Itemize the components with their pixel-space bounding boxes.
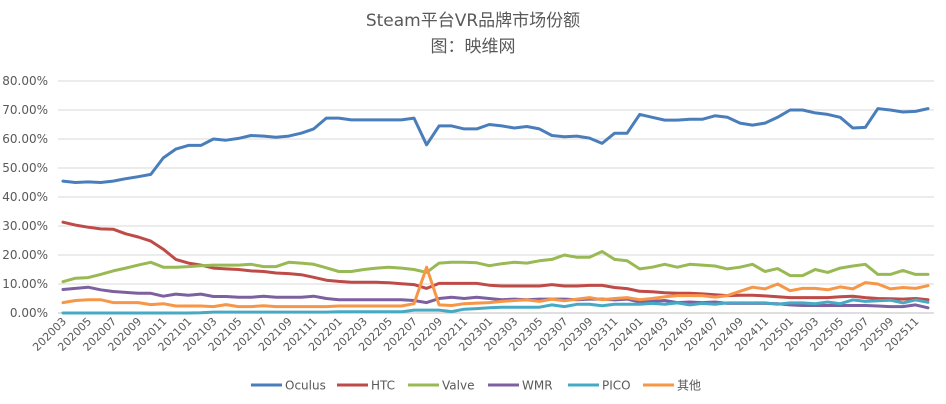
y-tick-label: 0.00%: [10, 306, 48, 320]
series-line-Valve: [61, 250, 930, 284]
y-tick-label: 60.00%: [2, 132, 48, 146]
y-tick-label: 20.00%: [2, 248, 48, 262]
legend-label: Valve: [442, 379, 474, 393]
chart-title: Steam平台VR品牌市场份额: [366, 11, 580, 31]
y-tick-label: 40.00%: [2, 190, 48, 204]
y-tick-label: 50.00%: [2, 161, 48, 175]
y-tick-label: 30.00%: [2, 219, 48, 233]
series-line-其他: [61, 265, 930, 309]
legend-item: 其他: [643, 379, 701, 393]
legend-item: PICO: [568, 379, 631, 393]
y-tick-label: 10.00%: [2, 277, 48, 291]
legend-item: WMR: [488, 379, 553, 393]
legend-label: 其他: [677, 379, 701, 393]
legend-label: Oculus: [285, 379, 326, 393]
y-tick-label: 80.00%: [2, 74, 48, 88]
series-line-Oculus: [61, 107, 930, 184]
legend-label: PICO: [602, 379, 631, 393]
series-line-PICO: [61, 298, 930, 315]
legend-item: Oculus: [251, 379, 326, 393]
chart-subtitle: 图：映维网: [431, 37, 516, 57]
legend-label: HTC: [371, 379, 395, 393]
legend-item: Valve: [408, 379, 474, 393]
legend-item: HTC: [337, 379, 395, 393]
legend-label: WMR: [522, 379, 553, 393]
y-tick-label: 70.00%: [2, 103, 48, 117]
